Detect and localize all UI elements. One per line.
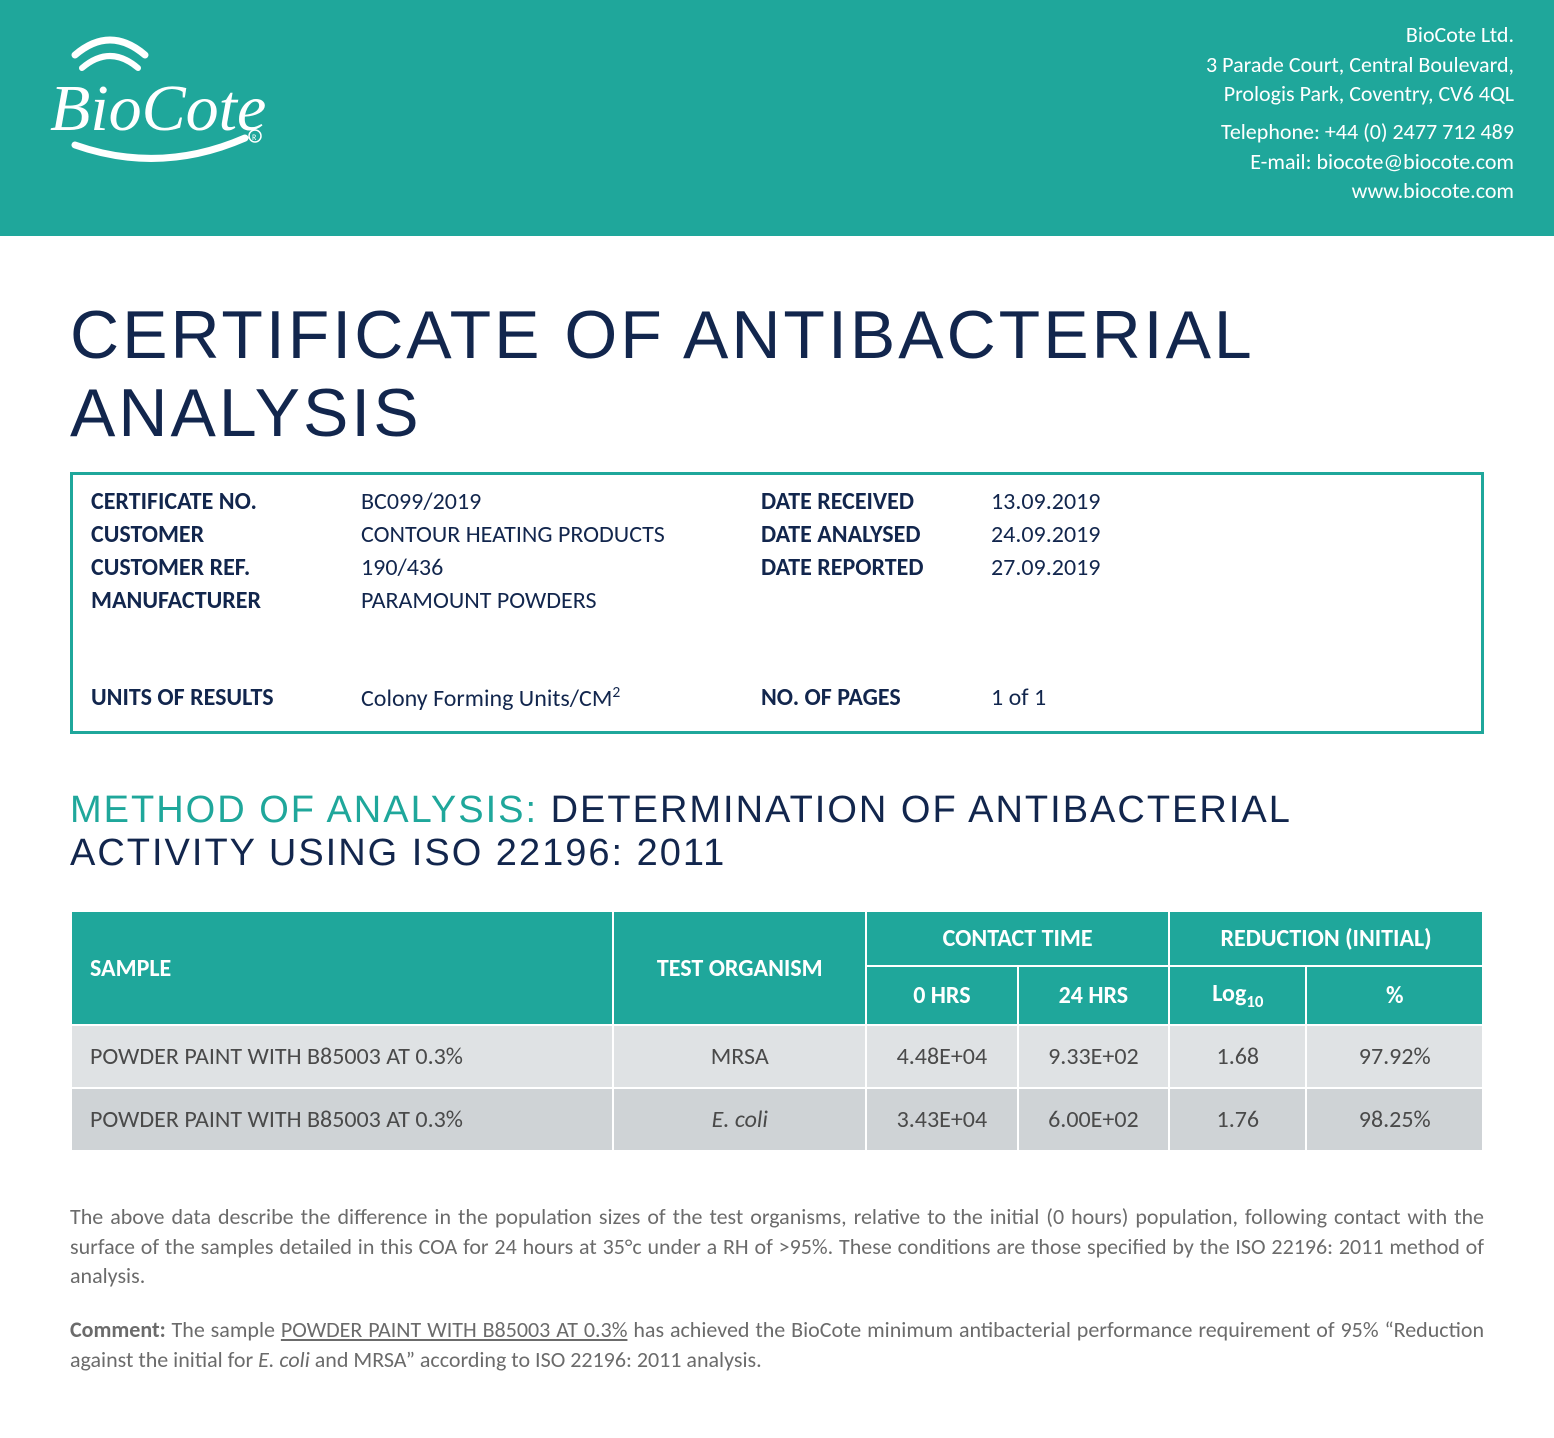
meta-value: 13.09.2019 [991,487,1463,516]
table-row: POWDER PAINT WITH B85003 AT 0.3%E. coli3… [71,1088,1483,1151]
table-cell: 1.68 [1169,1025,1306,1088]
meta-label [761,586,991,615]
table-cell: 6.00E+02 [1018,1088,1170,1151]
col-log: Log10 [1169,966,1306,1025]
meta-label: MANUFACTURER [91,586,361,615]
company-name: BioCote Ltd. [1206,20,1514,50]
description-para-1: The above data describe the difference i… [70,1202,1484,1291]
meta-value: PARAMOUNT POWDERS [361,586,761,615]
address-line-2: Prologis Park, Coventry, CV6 4QL [1206,79,1514,109]
email: E-mail: biocote@biocote.com [1206,147,1514,177]
svg-text:R: R [252,133,257,143]
meta-label: CUSTOMER [91,520,361,549]
telephone: Telephone: +44 (0) 2477 712 489 [1206,117,1514,147]
pages-value: 1 of 1 [991,683,1463,713]
page-title: CERTIFICATE OF ANTIBACTERIAL ANALYSIS [70,296,1484,452]
meta-label: DATE REPORTED [761,553,991,582]
meta-label: CUSTOMER REF. [91,553,361,582]
address-line-1: 3 Parade Court, Central Boulevard, [1206,50,1514,80]
pages-label: NO. OF PAGES [761,683,991,713]
col-24hrs: 24 HRS [1018,966,1170,1025]
meta-label: DATE ANALYSED [761,520,991,549]
description-comment: Comment: The sample POWDER PAINT WITH B8… [70,1315,1484,1374]
table-cell: POWDER PAINT WITH B85003 AT 0.3% [71,1025,613,1088]
header-banner: BioCote R BioCote Ltd. 3 Parade Court, C… [0,0,1554,236]
meta-value: CONTOUR HEATING PRODUCTS [361,520,761,549]
meta-value: 24.09.2019 [991,520,1463,549]
table-cell: 97.92% [1306,1025,1483,1088]
table-row: POWDER PAINT WITH B85003 AT 0.3%MRSA4.48… [71,1025,1483,1088]
website: www.biocote.com [1206,176,1514,206]
meta-value: BC099/2019 [361,487,761,516]
units-value: Colony Forming Units/CM2 [361,683,761,713]
content-area: CERTIFICATE OF ANTIBACTERIAL ANALYSIS CE… [0,236,1554,1438]
table-cell: 3.43E+04 [866,1088,1018,1151]
description-block: The above data describe the difference i… [70,1202,1484,1374]
metadata-box: CERTIFICATE NO. BC099/2019 DATE RECEIVED… [70,472,1484,734]
metadata-grid: CERTIFICATE NO. BC099/2019 DATE RECEIVED… [91,487,1463,713]
meta-label: DATE RECEIVED [761,487,991,516]
table-cell: MRSA [613,1025,866,1088]
meta-label: CERTIFICATE NO. [91,487,361,516]
table-cell: E. coli [613,1088,866,1151]
meta-value: 27.09.2019 [991,553,1463,582]
table-cell: POWDER PAINT WITH B85003 AT 0.3% [71,1088,613,1151]
col-0hrs: 0 HRS [866,966,1018,1025]
table-cell: 98.25% [1306,1088,1483,1151]
col-organism: TEST ORGANISM [613,911,866,1025]
col-reduction: REDUCTION (INITIAL) [1169,911,1483,966]
table-cell: 4.48E+04 [866,1025,1018,1088]
meta-value: 190/436 [361,553,761,582]
col-pct: % [1306,966,1483,1025]
results-table: SAMPLE TEST ORGANISM CONTACT TIME REDUCT… [70,910,1484,1152]
col-contact: CONTACT TIME [866,911,1169,966]
logo: BioCote R [40,20,270,175]
method-heading: METHOD OF ANALYSIS: DETERMINATION OF ANT… [70,789,1484,875]
method-label: METHOD OF ANALYSIS: [70,789,538,831]
col-sample: SAMPLE [71,911,613,1025]
svg-text:BioCote: BioCote [50,72,266,145]
table-cell: 1.76 [1169,1088,1306,1151]
meta-value [991,586,1463,615]
table-cell: 9.33E+02 [1018,1025,1170,1088]
company-info: BioCote Ltd. 3 Parade Court, Central Bou… [1206,20,1514,206]
units-label: UNITS OF RESULTS [91,683,361,713]
